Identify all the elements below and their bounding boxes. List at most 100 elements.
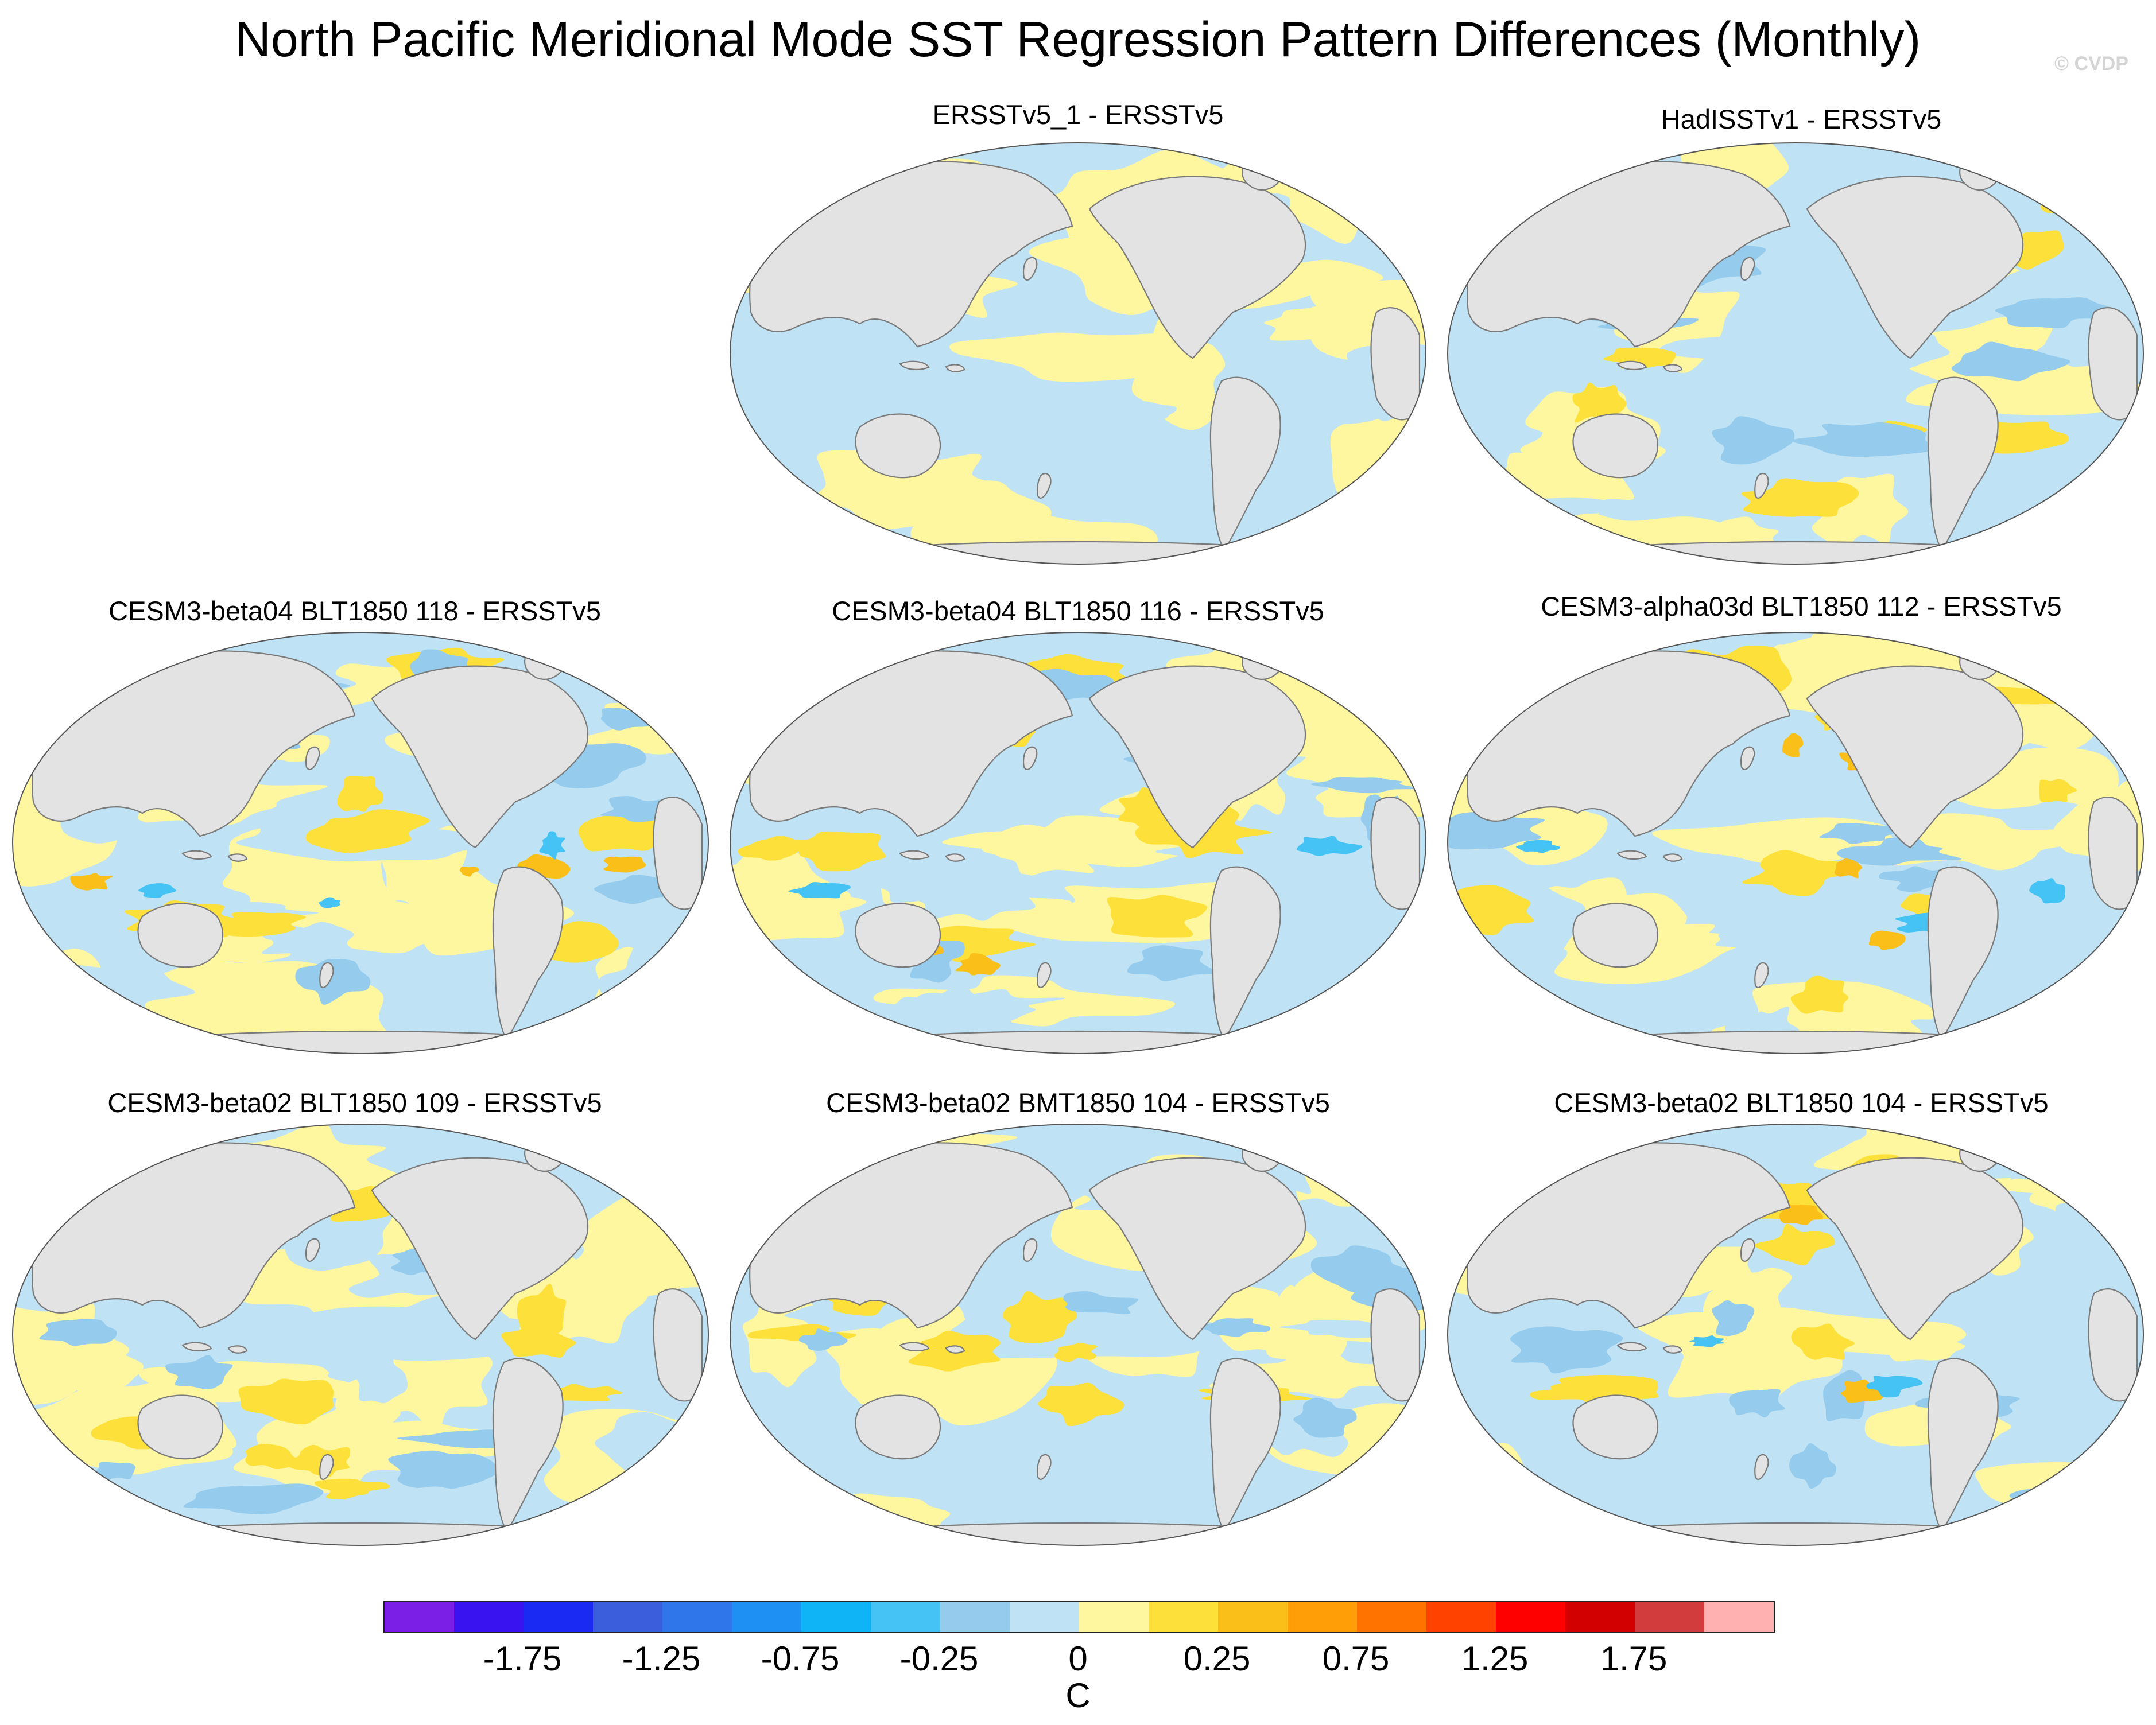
sst-anomaly-region [1729,1389,1785,1418]
sst-anomaly-region [1127,945,1217,981]
sst-anomaly-region [1779,1204,1823,1225]
sst-anomaly-region [1975,1462,2143,1520]
landmass-antarctica [819,1522,1337,1545]
landmass-antarctica [819,541,1337,564]
colorbar-swatch [1704,1602,1774,1632]
sst-anomaly-region [138,883,176,898]
sst-anomaly-region [388,1450,499,1489]
map-panel-beta04-118 [12,632,709,1054]
colorbar-swatch [1426,1602,1496,1632]
landmass-indonesia1 [899,1342,930,1352]
landmass-africa [2088,307,2138,421]
sst-anomaly-region [1293,1397,1357,1438]
panel-title: ERSSTv5_1 - ERSSTv5 [932,99,1224,130]
sst-anomaly-region [1258,386,1401,424]
landmass-namerica [1088,1157,1306,1341]
colorbar-tick-label: 0.25 [1183,1639,1251,1678]
landmass-australia [855,1394,941,1460]
colorbar-swatch [1496,1602,1566,1632]
sst-anomaly-region [1688,1335,1725,1347]
colorbar-tick-label: -0.75 [761,1639,840,1678]
map-panel-beta02-blt-109 [12,1124,709,1546]
sst-anomaly-region [2031,499,2138,547]
colorbar-swatch [593,1602,663,1632]
map-panel-beta04-116 [730,632,1426,1054]
map-panel-hadisstv1 [1447,142,2144,565]
landmass-indonesia1 [181,1342,212,1352]
landmass-namerica [1088,665,1306,849]
landmass-nz [1754,472,1769,499]
colorbar-swatch [871,1602,941,1632]
colorbar-frame [383,1601,1775,1633]
landmass-indonesia1 [899,360,930,371]
sst-anomaly-region [1868,930,1906,950]
landmass-africa [1370,307,1421,421]
colorbar-tick-label: 0.75 [1322,1639,1390,1678]
landmass-japan [1740,1238,1755,1262]
sst-anomaly-region [1866,1376,1923,1398]
landmass-samerica [1927,866,1999,1042]
map-panel-alpha03d-112 [1447,632,2144,1054]
panel-title: HadISSTv1 - ERSSTv5 [1661,104,1942,134]
sst-anomaly-region [1310,1245,1405,1293]
sst-anomaly-region [1195,1318,1271,1337]
sst-anomaly-region [13,948,101,1009]
landmass-indonesia1 [181,850,212,860]
sst-anomaly-region [1791,1323,1855,1360]
map-panel-ersstv5-1 [730,142,1426,565]
sst-anomaly-region [1264,301,1394,341]
sst-anomaly-region [1510,1326,1623,1374]
landmass-indonesia2 [1662,364,1683,372]
landmass-indonesia1 [1616,850,1647,860]
landmass-australia [137,903,224,968]
sst-anomaly-region [336,776,383,812]
landmass-indonesia2 [227,1345,248,1354]
sst-anomaly-region [305,809,430,853]
sst-anomaly-region [1311,776,1420,794]
landmass-samerica [1927,1358,1999,1533]
sst-anomaly-region [1951,341,2070,382]
landmass-indonesia2 [1662,853,1683,862]
map-border [730,1124,1426,1546]
sst-anomaly-region [238,1378,334,1425]
landmass-japan [1022,1238,1038,1262]
sst-anomaly-region [284,1444,350,1477]
sst-anomaly-region [165,1355,233,1390]
sst-anomaly-region [1659,327,1950,375]
colorbar-swatch [524,1602,594,1632]
map-border [730,142,1426,565]
sst-anomaly-region [13,632,139,679]
landmass-samerica [492,866,564,1042]
sst-anomaly-region [216,911,307,937]
sst-anomaly-region [1330,414,1426,520]
colorbar-swatch [1635,1602,1705,1632]
sst-anomaly-region [1941,747,2119,809]
sst-anomaly-region [1836,837,1962,866]
landmass-antarctica [1536,1030,2055,1054]
map-panel-beta02-blt-104 [1447,1124,2144,1546]
colorbar-tick-label: 1.25 [1461,1639,1529,1678]
colorbar-swatch [732,1602,802,1632]
sst-anomaly-region [863,849,1023,906]
sst-anomaly-region [917,989,1065,1022]
landmass-nz [1754,962,1769,988]
sst-anomaly-region [1448,146,1583,196]
sst-anomaly-region [1448,1443,1525,1542]
sst-anomaly-region [1107,895,1207,938]
landmass-antarctica [101,1030,620,1054]
landmass-namerica [371,665,589,849]
sst-anomaly-region [949,332,1208,382]
sst-anomaly-region [1002,1291,1077,1343]
landmass-australia [137,1394,224,1460]
cvdp-watermark: © CVDP [2054,53,2128,75]
sst-anomaly-region [295,959,371,1005]
colorbar-swatch [1288,1602,1358,1632]
landmass-samerica [1209,376,1281,552]
colorbar-swatch [1079,1602,1149,1632]
landmass-nz [319,1454,334,1480]
panel-title: CESM3-beta04 BLT1850 118 - ERSSTv5 [108,596,601,626]
colorbar-tick-label: -0.25 [899,1639,979,1678]
sst-anomaly-region [1488,996,1545,1031]
landmass-nz [1754,1454,1769,1480]
colorbar-swatch [454,1602,524,1632]
